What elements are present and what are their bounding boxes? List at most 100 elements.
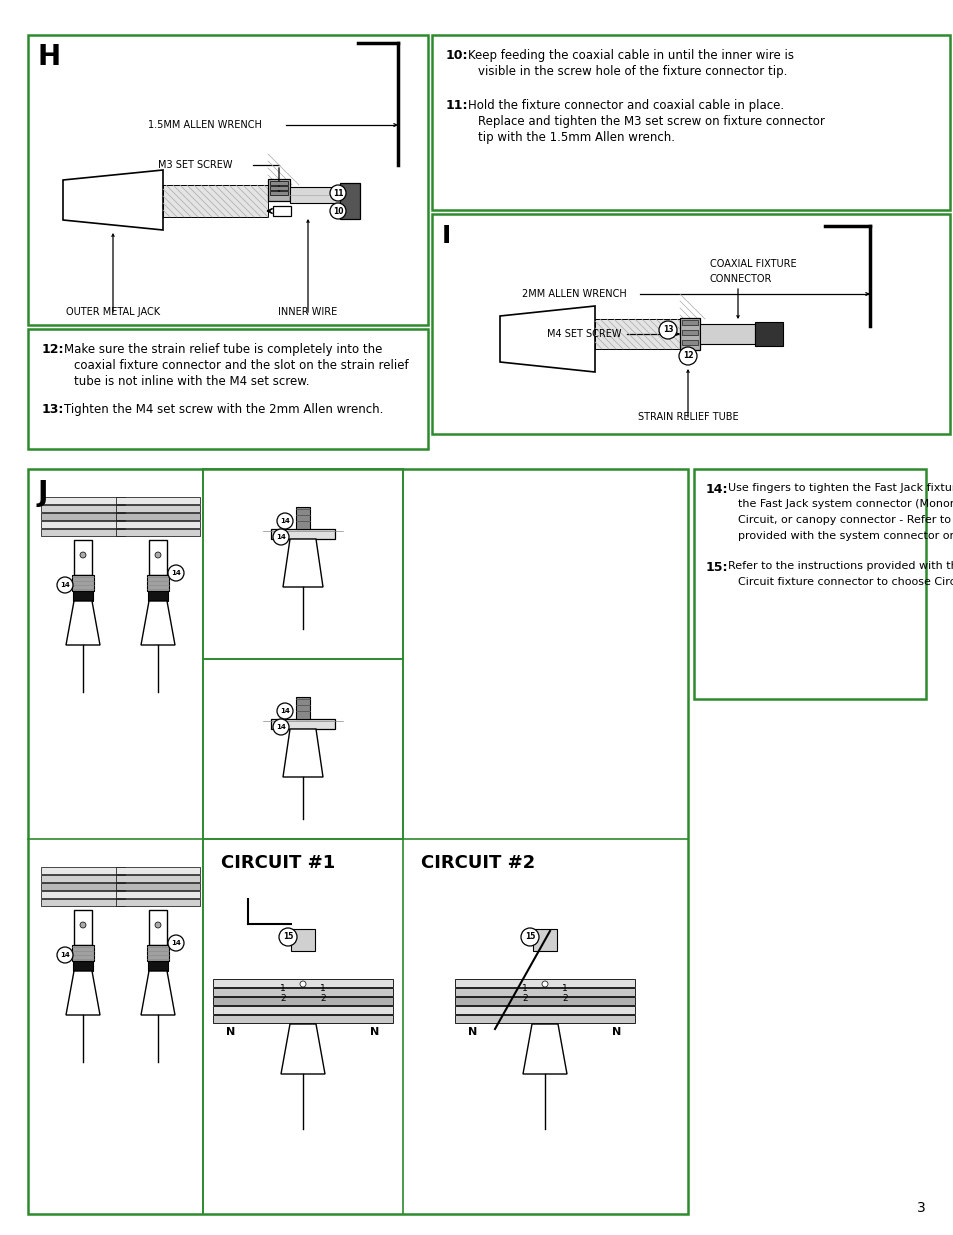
Text: M3 SET SCREW: M3 SET SCREW <box>158 161 233 170</box>
Text: 14:: 14: <box>705 483 728 496</box>
Bar <box>74 540 91 576</box>
Bar <box>273 206 291 216</box>
Bar <box>41 899 125 906</box>
Text: 14: 14 <box>280 708 290 714</box>
Bar <box>28 329 428 450</box>
Text: visible in the screw hole of the fixture connector tip.: visible in the screw hole of the fixture… <box>477 65 786 78</box>
Bar <box>163 185 268 217</box>
Circle shape <box>57 577 73 593</box>
Polygon shape <box>499 306 595 372</box>
Text: 14: 14 <box>171 571 181 576</box>
Polygon shape <box>66 971 100 1015</box>
Text: 15:: 15: <box>705 561 728 574</box>
Bar <box>271 529 335 538</box>
Text: Replace and tighten the M3 set screw on fixture connector: Replace and tighten the M3 set screw on … <box>477 115 824 128</box>
Text: N: N <box>226 1028 235 1037</box>
Text: Hold the fixture connector and coaxial cable in place.: Hold the fixture connector and coaxial c… <box>468 99 783 112</box>
Bar <box>290 186 339 203</box>
Text: 2MM ALLEN WRENCH: 2MM ALLEN WRENCH <box>521 289 626 299</box>
Text: H: H <box>38 43 61 70</box>
Text: 15: 15 <box>282 932 293 941</box>
Polygon shape <box>63 170 163 230</box>
Bar <box>455 997 635 1005</box>
Text: 1: 1 <box>521 984 527 993</box>
Circle shape <box>168 935 184 951</box>
Text: 11:: 11: <box>446 99 468 112</box>
Text: STRAIN RELIEF TUBE: STRAIN RELIEF TUBE <box>637 412 738 422</box>
Bar <box>295 508 310 529</box>
Text: 2: 2 <box>521 994 527 1004</box>
Text: 12: 12 <box>682 352 693 361</box>
Text: N: N <box>370 1028 379 1037</box>
Text: 3: 3 <box>916 1200 925 1215</box>
Text: Circuit fixture connector to choose Circuit #1 or Circuit #2.: Circuit fixture connector to choose Circ… <box>738 577 953 587</box>
Polygon shape <box>522 1024 566 1074</box>
Bar <box>74 910 91 945</box>
Bar <box>268 179 290 201</box>
Bar <box>73 592 92 601</box>
Bar <box>213 988 393 995</box>
Bar <box>116 867 200 874</box>
Bar <box>455 979 635 987</box>
Text: Refer to the instructions provided with the Monorail 2: Refer to the instructions provided with … <box>727 561 953 571</box>
Text: 1: 1 <box>320 984 326 993</box>
Text: 14: 14 <box>171 940 181 946</box>
Text: 2: 2 <box>320 994 326 1004</box>
Text: N: N <box>468 1028 477 1037</box>
Circle shape <box>154 923 161 927</box>
Circle shape <box>299 981 306 987</box>
Bar <box>339 183 359 219</box>
Bar <box>295 697 310 719</box>
Text: tip with the 1.5mm Allen wrench.: tip with the 1.5mm Allen wrench. <box>477 131 675 144</box>
Bar <box>116 890 200 898</box>
Bar <box>116 513 200 520</box>
Text: Keep feeding the coaxial cable in until the inner wire is: Keep feeding the coaxial cable in until … <box>468 49 793 62</box>
Text: provided with the system connector or canopy).: provided with the system connector or ca… <box>738 531 953 541</box>
Bar <box>455 988 635 995</box>
Text: Circuit, or canopy connector - Refer to the instructions: Circuit, or canopy connector - Refer to … <box>738 515 953 525</box>
Circle shape <box>57 947 73 963</box>
Circle shape <box>659 321 677 338</box>
Text: CIRCUIT #2: CIRCUIT #2 <box>420 853 535 872</box>
Bar <box>71 576 94 592</box>
Bar <box>754 322 782 346</box>
Bar <box>213 1015 393 1023</box>
Bar <box>681 330 698 335</box>
Bar <box>291 929 314 951</box>
Bar <box>148 961 168 971</box>
Bar <box>270 191 288 195</box>
Circle shape <box>273 719 289 735</box>
Text: CONNECTOR: CONNECTOR <box>709 274 772 284</box>
Circle shape <box>330 203 346 219</box>
Text: 13:: 13: <box>42 403 64 416</box>
Bar <box>271 719 335 729</box>
Text: OUTER METAL JACK: OUTER METAL JACK <box>66 308 160 317</box>
Circle shape <box>273 529 289 545</box>
Text: 14: 14 <box>60 582 70 588</box>
Text: 14: 14 <box>60 952 70 958</box>
Text: N: N <box>612 1028 621 1037</box>
Text: tube is not inline with the M4 set screw.: tube is not inline with the M4 set screw… <box>74 375 309 388</box>
Bar <box>533 929 557 951</box>
Text: I: I <box>441 224 451 248</box>
Bar <box>41 883 125 890</box>
Bar <box>28 35 428 325</box>
Circle shape <box>80 923 86 927</box>
Bar <box>432 214 949 433</box>
Circle shape <box>276 513 293 529</box>
Bar <box>455 1007 635 1014</box>
Bar <box>41 521 125 529</box>
Circle shape <box>276 703 293 719</box>
Text: CIRCUIT #1: CIRCUIT #1 <box>221 853 335 872</box>
Text: 10:: 10: <box>446 49 468 62</box>
Text: M4 SET SCREW: M4 SET SCREW <box>546 329 620 338</box>
Bar <box>595 319 679 350</box>
Bar <box>270 186 288 190</box>
Bar <box>149 910 167 945</box>
Bar <box>213 997 393 1005</box>
Text: COAXIAL FIXTURE: COAXIAL FIXTURE <box>709 259 796 269</box>
Bar <box>147 576 169 592</box>
Circle shape <box>541 981 547 987</box>
Bar <box>147 945 169 961</box>
Bar <box>270 182 288 185</box>
